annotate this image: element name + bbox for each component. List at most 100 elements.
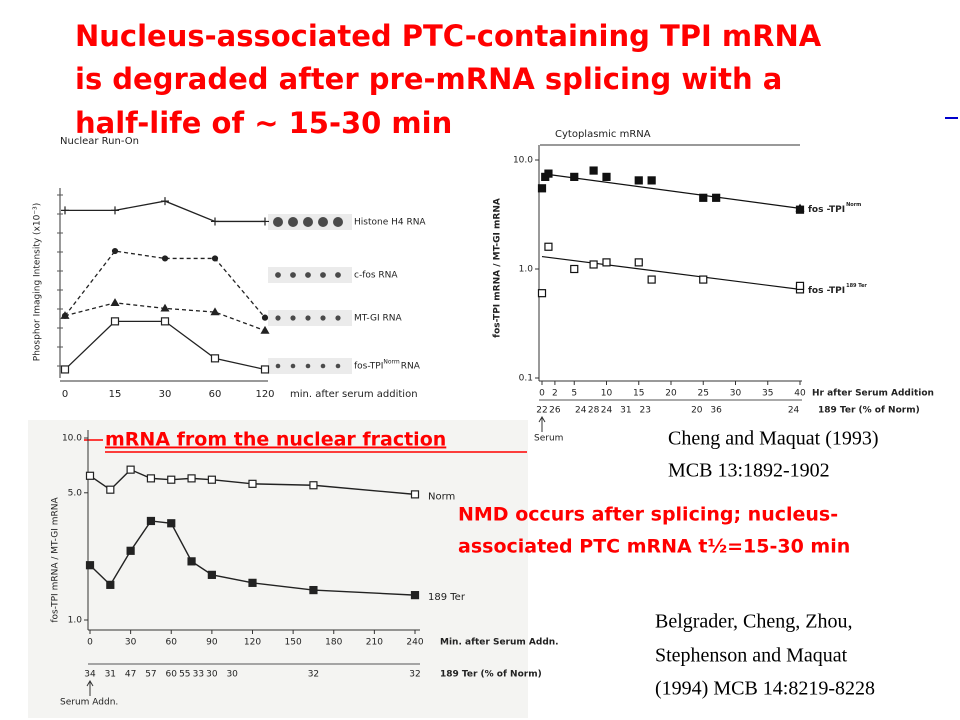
marker <box>160 303 170 312</box>
series-label: fos -TPI <box>808 286 845 296</box>
x-tick-label: 210 <box>366 638 383 648</box>
ter-value: 33 <box>193 670 204 680</box>
marker <box>544 242 553 251</box>
blot-strip <box>268 310 352 326</box>
figure-title: Cytoplasmic mRNA <box>555 129 651 140</box>
marker <box>160 317 170 326</box>
marker <box>795 281 805 290</box>
ter-value: 24 <box>575 406 587 416</box>
ter-value: 47 <box>125 670 136 680</box>
marker <box>85 561 95 570</box>
marker <box>146 474 156 483</box>
blot <box>288 217 298 227</box>
trend-line <box>541 173 801 209</box>
ter-value: 30 <box>226 670 238 680</box>
reference: Stephenson and Maquat <box>655 645 848 667</box>
marker <box>260 325 270 334</box>
marker <box>602 258 611 267</box>
x-tick-label: 30 <box>730 389 742 399</box>
blot <box>305 315 311 321</box>
marker <box>60 365 70 374</box>
serum-label: Serum <box>534 434 563 444</box>
figure-title: Nuclear Run-On <box>60 136 139 147</box>
marker <box>126 465 135 474</box>
caption: mRNA from the nuclear fraction <box>105 429 446 451</box>
ter-value: 60 <box>166 670 178 680</box>
marker <box>647 275 656 284</box>
x-tick-label: 0 <box>87 638 93 648</box>
legend-sup: Norm <box>383 359 400 366</box>
blot <box>275 363 281 369</box>
serum-arrowhead <box>538 416 546 423</box>
y-axis-label: fos-TPI mRNA / MT-GI mRNA <box>493 198 503 338</box>
y-tick-label: 1.0 <box>68 616 83 626</box>
blot <box>290 272 296 278</box>
ter-value: 34 <box>84 670 96 680</box>
marker <box>207 570 216 579</box>
x-tick-label: 2 <box>552 389 558 399</box>
x-axis-label: Min. after Serum Addn. <box>440 638 559 648</box>
caption: associated PTC mRNA t½=15-30 min <box>458 536 850 558</box>
marker <box>248 479 257 488</box>
marker <box>647 176 656 185</box>
y-tick-label: 0.1 <box>519 374 533 384</box>
blot <box>320 272 326 278</box>
marker <box>589 166 598 175</box>
x-tick-label: 20 <box>665 389 677 399</box>
x-tick-label: 240 <box>406 638 423 648</box>
series-line <box>89 468 416 496</box>
legend-label: Histone H4 RNA <box>354 218 426 228</box>
marker <box>410 490 420 499</box>
title-line: Nucleus-associated PTC-containing TPI mR… <box>75 19 822 53</box>
trend-line <box>541 255 801 290</box>
marker <box>261 314 269 321</box>
serum-label: Serum Addn. <box>60 698 118 708</box>
x-tick-label: 0 <box>62 389 68 400</box>
y-axis-label: fos-TPI mRNA / MT-GI mRNA <box>51 497 61 623</box>
blot <box>290 315 296 321</box>
serum-arrowhead <box>86 680 94 687</box>
marker <box>248 578 257 587</box>
marker <box>309 585 318 595</box>
reference: (1994) MCB 14:8219-8228 <box>655 678 875 700</box>
ter-value: 24 <box>601 406 613 416</box>
marker <box>110 298 120 306</box>
x-tick-label: 60 <box>166 638 178 648</box>
reference: MCB 13:1892-1902 <box>668 460 830 482</box>
ter-value: 31 <box>105 670 116 680</box>
marker <box>699 275 708 284</box>
marker <box>795 205 805 214</box>
ter-value: 24 <box>788 406 800 416</box>
x-tick-label: 30 <box>159 389 172 400</box>
marker <box>207 475 216 484</box>
reference: Cheng and Maquat (1993) <box>668 428 879 450</box>
ter-value: 31 <box>620 406 631 416</box>
marker <box>210 354 220 363</box>
marker <box>410 591 420 600</box>
x-tick-label: 30 <box>125 638 137 648</box>
series-label: fos -TPI <box>808 205 845 215</box>
x-tick-label: 120 <box>244 638 261 648</box>
legend-label: fos-TPI <box>354 362 383 372</box>
x-axis-label: Hr after Serum Addition <box>812 389 934 399</box>
y-tick-label: 10.0 <box>62 434 82 444</box>
marker <box>167 475 176 484</box>
blot-strip <box>268 358 352 374</box>
y-tick-label: 5.0 <box>68 488 83 498</box>
x-tick-label: 15 <box>633 389 644 399</box>
marker <box>570 172 579 181</box>
ter-value: 30 <box>206 670 218 680</box>
marker <box>634 176 643 185</box>
ter-value: 22 <box>536 406 547 416</box>
x-tick-label: 35 <box>762 389 773 399</box>
ter-label: 189 Ter (% of Norm) <box>818 406 920 416</box>
marker <box>210 307 220 316</box>
marker <box>309 481 318 490</box>
legend-label: MT-GI RNA <box>354 314 402 324</box>
y-axis-label: Phosphor Imaging Intensity (x10⁻³) <box>33 203 43 361</box>
x-tick-label: 40 <box>794 389 806 399</box>
blot <box>320 315 326 321</box>
marker <box>167 519 176 528</box>
series-label: Norm <box>428 491 455 502</box>
blot-strip <box>268 267 352 283</box>
